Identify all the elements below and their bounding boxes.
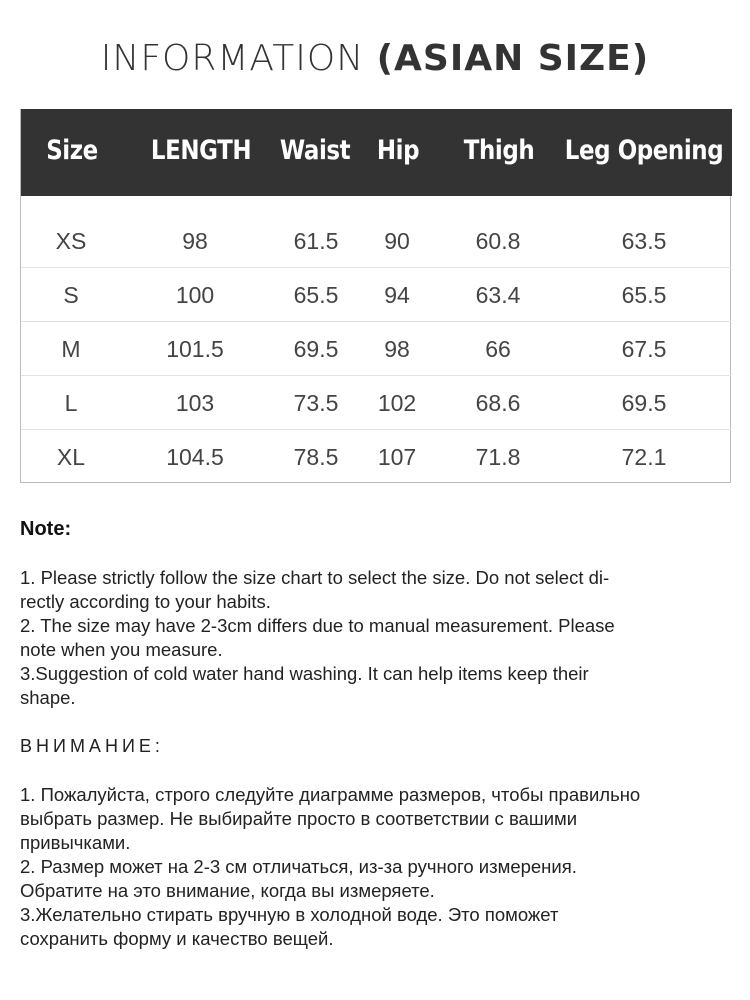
header-length: LENGTH — [150, 135, 252, 166]
table-cell: S — [63, 282, 79, 308]
table-cell: 60.8 — [475, 228, 521, 254]
note-line: выбрать размер. Не выбирайте просто в со… — [20, 808, 578, 829]
note-line: 2. The size may have 2-3cm differs due t… — [20, 615, 615, 636]
table-cell: 90 — [384, 228, 410, 254]
table-cell: 103 — [175, 390, 215, 416]
table-cell: 100 — [175, 282, 215, 308]
table-cell: 98 — [384, 336, 410, 362]
size-table: Size LENGTH Waist Hip Thigh Leg Opening … — [20, 109, 732, 483]
table-cell: 107 — [377, 444, 417, 470]
note-line: 3.Желательно стирать вручную в холодной … — [20, 904, 559, 925]
note-line: note when you measure. — [20, 639, 223, 660]
table-cell: 61.5 — [293, 228, 339, 254]
note-line: 2. Размер может на 2-3 см отличаться, из… — [20, 856, 577, 877]
table-cell: 68.6 — [475, 390, 521, 416]
title-bold: (ASIAN SIZE) — [376, 38, 650, 79]
table-cell: 65.5 — [621, 282, 667, 308]
note-line: привычками. — [20, 832, 131, 853]
note-text: 1. Please strictly follow the size chart… — [20, 566, 730, 710]
table-cell: 73.5 — [293, 390, 339, 416]
note-heading: Note: — [20, 518, 72, 540]
table-cell: 63.4 — [475, 282, 521, 308]
note-line: сохранить форму и качество вещей. — [20, 928, 334, 949]
table-cell: XS — [55, 228, 87, 254]
note-line: 1. Пожалуйста, строго следуйте диаграмме… — [20, 784, 641, 805]
table-row: M 101.5 69.5 98 66 67.5 — [21, 321, 731, 376]
table-cell: 66 — [485, 336, 511, 362]
table-header: Size LENGTH Waist Hip Thigh Leg Opening — [21, 109, 732, 196]
table-cell: 69.5 — [621, 390, 667, 416]
table-cell: L — [64, 390, 78, 416]
ru-note-heading: ВНИМАНИЕ: — [20, 736, 164, 756]
table-cell: 78.5 — [293, 444, 339, 470]
table-cell: 71.8 — [475, 444, 521, 470]
table-cell: 67.5 — [621, 336, 667, 362]
table-cell: 72.1 — [621, 444, 667, 470]
ru-note-text: 1. Пожалуйста, строго следуйте диаграмме… — [20, 783, 730, 951]
note-line: 1. Please strictly follow the size chart… — [20, 567, 610, 588]
table-cell: XL — [56, 444, 86, 470]
table-row: L 103 73.5 102 68.6 69.5 — [21, 375, 731, 430]
header-waist: Waist — [279, 135, 351, 166]
note-line: Обратите на это внимание, когда вы измер… — [20, 880, 435, 901]
page-title: INFORMATION (ASIAN SIZE) — [0, 38, 750, 79]
header-thigh: Thigh — [463, 135, 535, 166]
table-row: XL 104.5 78.5 107 71.8 72.1 — [21, 429, 731, 483]
header-size: Size — [46, 135, 98, 166]
table-cell: 65.5 — [293, 282, 339, 308]
title-prefix: INFORMATION — [100, 38, 377, 79]
header-leg-opening: Leg Opening — [564, 135, 724, 166]
table-cell: 104.5 — [166, 444, 224, 470]
table-cell: 101.5 — [166, 336, 224, 362]
note-line: shape. — [20, 687, 76, 708]
table-cell: 102 — [377, 390, 417, 416]
table-cell: 98 — [182, 228, 208, 254]
table-row: XS 98 61.5 90 60.8 63.5 — [21, 213, 731, 268]
table-cell: 69.5 — [293, 336, 339, 362]
header-hip: Hip — [376, 135, 420, 166]
table-cell: 63.5 — [621, 228, 667, 254]
table-row: S 100 65.5 94 63.4 65.5 — [21, 267, 731, 322]
table-cell: 94 — [384, 282, 410, 308]
table-cell: M — [61, 336, 81, 362]
note-line: 3.Suggestion of cold water hand washing.… — [20, 663, 589, 684]
note-line: rectly according to your habits. — [20, 591, 271, 612]
